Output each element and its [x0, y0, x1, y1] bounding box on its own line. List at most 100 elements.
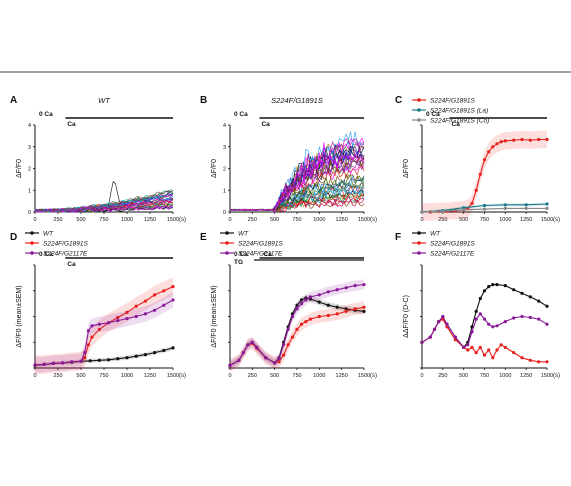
legend-label: S224F/G1891S — [430, 241, 475, 248]
x-tick-label: 1500 — [541, 217, 553, 223]
data-point — [545, 202, 549, 206]
x-tick-label: 250 — [248, 373, 257, 379]
trace-line — [34, 198, 174, 213]
data-point — [295, 327, 299, 331]
data-point — [495, 283, 499, 287]
y-axis-label: ΔF/F0 — [403, 159, 410, 178]
x-axis-unit: (s) — [179, 217, 186, 223]
legend-swatch-marker — [225, 241, 229, 245]
data-point — [462, 208, 466, 212]
data-point — [520, 356, 524, 360]
data-point — [537, 299, 541, 303]
data-point — [86, 329, 90, 333]
x-tick-label: 500 — [76, 217, 85, 223]
panel-letter: A — [10, 95, 17, 106]
data-point — [466, 343, 470, 347]
data-point — [503, 345, 507, 349]
data-point — [441, 209, 445, 213]
data-point — [470, 325, 474, 329]
legend-swatch-marker — [225, 251, 229, 255]
y-tick-label: 2 — [223, 167, 226, 173]
panel-f: F 0 250 500 750 1000 1250 1500 (s) ΔΔF/F0 (D-C) WT… — [395, 231, 560, 380]
x-tick-label: 500 — [270, 217, 279, 223]
condition-label-ca: Ca — [452, 121, 461, 128]
x-tick-label: 250 — [438, 373, 447, 379]
panel-letter: B — [200, 95, 207, 106]
data-point — [470, 330, 474, 334]
y-axis-label: ΔF/F0 (mean±SEM) — [211, 285, 218, 347]
data-point — [482, 203, 487, 208]
data-point — [308, 317, 312, 321]
data-point — [90, 335, 94, 339]
error-band — [230, 279, 364, 371]
data-point — [545, 206, 549, 210]
data-point — [290, 314, 295, 319]
legend-swatch-marker — [417, 98, 421, 102]
data-point — [520, 314, 524, 319]
data-point — [528, 315, 532, 320]
data-point — [353, 307, 357, 311]
panel-title: S224F/G1891S — [271, 96, 323, 105]
data-point — [228, 363, 232, 367]
data-point — [528, 358, 532, 362]
data-point — [344, 307, 348, 311]
data-point — [90, 324, 94, 328]
data-point — [237, 358, 241, 362]
data-point — [545, 304, 549, 308]
data-point — [491, 325, 495, 329]
data-point — [503, 139, 507, 143]
data-point — [277, 357, 281, 361]
data-point — [499, 140, 503, 144]
data-point — [107, 358, 111, 362]
x-tick-label: 1250 — [520, 373, 532, 379]
data-point — [487, 150, 491, 154]
data-point — [335, 312, 339, 316]
data-point — [282, 353, 286, 357]
data-point — [420, 210, 424, 214]
panel-d: D 0 250 500 750 1000 1250 1500 (s) ΔF/F0 (mean±SE… — [10, 231, 186, 380]
data-point — [478, 296, 482, 301]
data-point — [512, 316, 516, 320]
data-point — [83, 351, 87, 355]
legend-swatch-marker — [30, 251, 34, 255]
legend-label: WT — [43, 231, 54, 238]
x-tick-label: 1250 — [144, 217, 156, 223]
data-point — [520, 291, 524, 295]
y-tick-label: 4 — [223, 123, 226, 129]
data-point — [116, 319, 120, 323]
data-point — [286, 343, 290, 347]
y-axis-label: ΔF/F0 — [211, 159, 218, 178]
x-tick-label: 1500 — [358, 217, 370, 223]
x-tick-label: 750 — [99, 373, 108, 379]
data-point — [445, 322, 449, 326]
error-band — [35, 292, 173, 373]
data-point — [299, 298, 304, 302]
data-point — [162, 289, 166, 293]
data-point — [353, 284, 357, 288]
data-point — [295, 303, 299, 307]
y-tick-label: 2 — [28, 167, 31, 173]
data-point — [528, 295, 532, 299]
data-point — [524, 203, 528, 207]
data-point — [495, 142, 499, 146]
data-point — [478, 312, 482, 316]
legend-label: S224F/G2117E — [43, 251, 88, 258]
condition-label-ca: Ca — [67, 121, 76, 128]
trace-line — [229, 152, 365, 213]
x-tick-label: 250 — [53, 373, 62, 379]
data-point — [441, 314, 445, 319]
data-point — [437, 320, 441, 324]
legend-label: S224F/G1891S — [43, 241, 88, 248]
x-axis-unit: (s) — [370, 217, 377, 223]
data-point — [153, 308, 157, 312]
x-axis-unit: (s) — [179, 373, 186, 379]
data-point — [545, 322, 549, 326]
data-point — [512, 138, 516, 142]
data-point — [537, 317, 541, 321]
data-point — [116, 357, 120, 361]
data-point — [537, 137, 541, 142]
data-point — [143, 353, 147, 357]
legend-swatch-marker — [417, 108, 421, 112]
data-point — [326, 303, 330, 307]
